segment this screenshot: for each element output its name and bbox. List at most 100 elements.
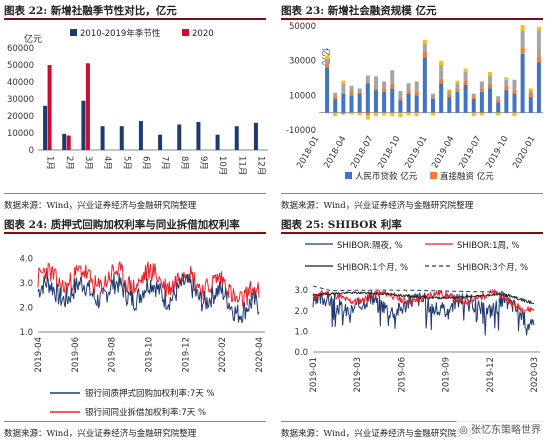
bar-segment [496,102,501,113]
y-tick-label: 3.0 [19,279,33,289]
watermark-text: 张忆东策略世界 [471,425,541,436]
x-tick-label: 2019-04 [34,337,44,373]
y-tick-label: 20000 [7,112,34,122]
x-tick-label: 2018-04 [322,135,348,171]
bar-seasonal [196,121,201,150]
bar-segment [398,100,403,113]
y-tick-label: 40000 [7,78,34,88]
legend-label: SHIBOR:1周, % [457,241,520,251]
line-shibor-3m [312,285,535,303]
bar-2020 [85,63,90,150]
x-tick-label: 6月 [140,156,150,170]
bar-segment [496,112,501,116]
bar-segment [455,88,460,92]
bar-segment [463,80,468,85]
y-tick-label: 30000 [7,95,34,105]
bar-segment [479,88,484,92]
bar-segment [357,91,362,94]
bar-segment [455,83,460,89]
y-tick-label: 3.0 [294,286,308,296]
legend-label: 2020 [192,29,214,39]
bar-segment [447,89,452,91]
y-tick-label: 2.0 [294,307,308,317]
bar-segment [488,71,493,76]
bar-segment [512,112,517,117]
bar-segment [357,88,362,92]
bar-seasonal [119,126,124,150]
bar-segment [520,30,525,48]
bar-segment [398,91,403,98]
bar-segment [471,98,476,113]
legend-label: 银行间同业拆借加权利率:7天 % [85,407,206,418]
bar-segment [455,80,460,84]
legend-label: SHIBOR:隔夜, % [337,240,403,251]
bar-segment [447,91,452,95]
y-tick-label: 50000 [289,22,316,32]
x-tick-label: 10月 [217,156,227,175]
x-tick-label: 2019-10 [145,337,155,373]
bar-segment [341,83,346,94]
bar-segment [479,112,484,116]
bar-2020 [66,135,71,150]
x-tick-label: 11月 [236,156,246,175]
bar-segment [382,91,387,113]
y-tick-label: 10000 [7,129,34,139]
panel-23-title: 图表 23: 新增社会融资规模 亿元 [281,5,437,17]
y-tick-label: 2.0 [19,303,33,313]
panel-25: 图表 25: SHIBOR 利率 SHIBOR:隔夜, % SHIBOR:1周, … [275,215,550,443]
bar-segment [520,47,525,54]
x-tick-label: 2019-10 [484,135,510,171]
x-tick-label: 2018-07 [349,135,375,171]
x-tick-label: 2019-04 [430,135,456,171]
bar-segment [512,79,517,91]
panel-23: 图表 23: 新增社会融资规模 亿元 -10000 10000 30000 50000… [275,0,550,215]
bar-segment [504,79,509,86]
bar-segment [536,56,541,63]
bar-segment [431,93,435,98]
bar-segment [439,65,444,79]
bar-segment [333,96,338,99]
bar-segment [488,75,493,85]
bar-segment [406,93,411,113]
bar-segment [528,91,533,93]
bar-2020 [47,65,52,150]
x-tick-label: 2019-12 [486,357,496,393]
bar-segment [471,96,476,99]
legend-label: 银行间质押式回购加权利率:7天 % [85,388,215,399]
bar-segment [341,112,346,115]
bar-seasonal [177,124,182,150]
panel-25-title: 图表 25: SHIBOR 利率 [281,219,402,231]
bar-segment [431,112,435,116]
y-tick-label: 1.0 [19,328,33,338]
bar-seasonal [43,105,48,150]
y-tick-label: 0 [29,146,34,156]
legend-label: 人民币贷款 亿元 [355,171,418,182]
x-tick-label: 4月 [102,156,112,170]
y-tick-label: 0.0 [294,348,308,358]
y-tick-label: 10000 [289,91,316,101]
x-tick-label: 2019-12 [181,337,191,373]
watermark-icon: ◎ [459,425,471,436]
bar-segment [341,80,346,84]
y-tick-label: -10000 [286,126,316,136]
bar-segment [471,112,476,117]
bar-segment [390,112,395,117]
bar-segment [496,99,501,103]
panel-22-title: 图表 22: 新增社融季节性对比，亿元 [4,5,177,17]
bar-segment [373,90,378,113]
line-shibor-1m [312,290,535,305]
x-tick-label: 2018-01 [295,135,321,171]
bar-segment [528,97,533,113]
bar-segment [382,88,387,92]
bar-segment [365,83,370,113]
bar-segment [325,67,330,113]
panel-24: 图表 24: 质押式回购加权利率与同业拆借加权利率 1.0 2.0 3.0 4.0 20… [0,215,275,443]
bar-segment [406,112,411,116]
bar-segment [373,88,378,91]
panel-25-rule [281,232,543,234]
bar-segment [447,94,452,98]
line-repo [37,272,260,324]
legend-swatch [70,29,77,36]
bar-segment [325,58,330,65]
bar-segment [479,81,484,89]
